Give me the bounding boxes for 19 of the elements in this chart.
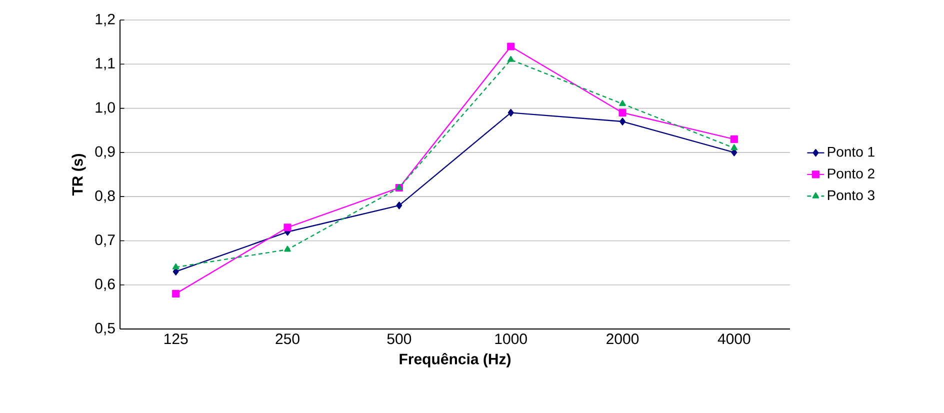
x-tick-label: 500 xyxy=(387,334,412,344)
y-axis-title: TR (s) xyxy=(72,154,86,196)
y-tick-label: 1,0 xyxy=(96,102,115,114)
x-tick-label: 2000 xyxy=(606,334,639,344)
legend-label: Ponto 3 xyxy=(828,190,874,200)
y-tick-label: 0,5 xyxy=(95,322,115,336)
x-tick-label: 1000 xyxy=(495,334,527,344)
y-tick-label: 0,6 xyxy=(95,278,115,292)
y-tick-label: 0,8 xyxy=(95,190,115,203)
x-tick-label: 125 xyxy=(164,334,188,344)
legend-label: Ponto 1 xyxy=(828,147,874,157)
x-tick-label: 250 xyxy=(276,334,300,344)
y-tick-label: 1,1 xyxy=(96,58,115,70)
y-tick-label: 1,2 xyxy=(96,14,115,26)
x-tick-label: 4000 xyxy=(718,334,750,344)
legend-label: Ponto 2 xyxy=(828,168,874,178)
x-axis-title: Frequência (Hz) xyxy=(400,353,511,368)
y-tick-label: 0,7 xyxy=(95,234,115,247)
y-tick-label: 0,9 xyxy=(95,146,115,159)
